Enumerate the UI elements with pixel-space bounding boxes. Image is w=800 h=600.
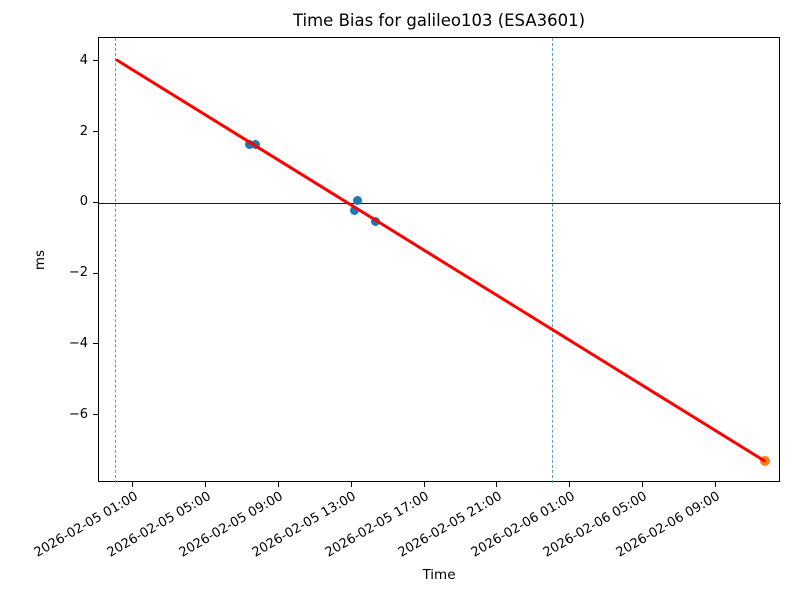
- chart-title: Time Bias for galileo103 (ESA3601): [292, 11, 586, 30]
- x-tick-mark: [132, 482, 134, 487]
- y-tick-mark: [93, 131, 98, 133]
- x-tick-mark: [205, 482, 207, 487]
- vline-marker: [115, 38, 117, 483]
- vline-marker: [552, 38, 554, 483]
- y-tick-label: −4: [68, 335, 88, 351]
- y-tick-mark: [93, 343, 98, 345]
- x-tick-mark: [642, 482, 644, 487]
- x-tick-mark: [714, 482, 716, 487]
- y-tick-mark: [93, 272, 98, 274]
- y-tick-label: 4: [79, 52, 88, 68]
- x-tick-mark: [423, 482, 425, 487]
- observed-bias-point: [352, 196, 362, 206]
- plot-area: [98, 37, 781, 483]
- y-tick-mark: [93, 414, 98, 416]
- y-tick-mark: [93, 60, 98, 62]
- y-tick-label: 0: [79, 194, 88, 210]
- y-tick-label: 2: [79, 123, 88, 139]
- y-tick-mark: [93, 201, 98, 203]
- x-tick-mark: [278, 482, 279, 487]
- y-tick-label: −6: [68, 406, 88, 422]
- linear-fit-line: [114, 57, 766, 462]
- zero-line: [99, 202, 781, 204]
- x-axis-label: Time: [422, 567, 456, 583]
- x-tick-mark: [350, 482, 352, 487]
- x-tick-mark: [569, 482, 571, 487]
- x-tick-mark: [496, 482, 498, 487]
- y-tick-label: −2: [68, 265, 88, 281]
- observed-bias-point: [349, 205, 359, 215]
